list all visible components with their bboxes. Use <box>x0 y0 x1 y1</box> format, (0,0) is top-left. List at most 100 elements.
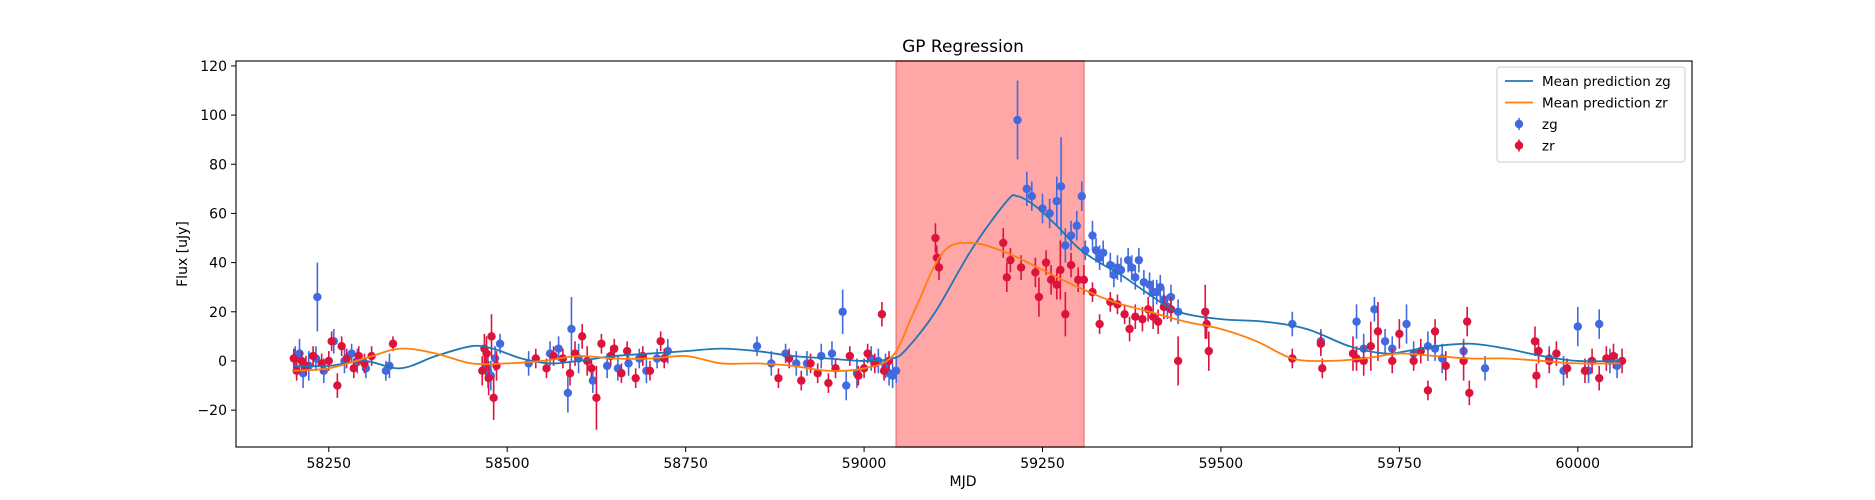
data-point-zr <box>597 333 606 354</box>
data-point-zr <box>1046 265 1056 295</box>
marker-zg <box>495 339 505 348</box>
legend-item-zr: zr <box>1514 139 1555 155</box>
marker-zr <box>489 393 498 403</box>
legend-box <box>1496 66 1686 163</box>
marker-zr <box>1562 364 1572 373</box>
marker-zr <box>854 371 863 380</box>
data-point-zg <box>1052 176 1061 226</box>
legend-marker-swatch <box>1514 119 1524 129</box>
data-point-zg <box>567 297 576 361</box>
marker-zg <box>1123 255 1133 265</box>
marker-zr <box>1173 356 1183 366</box>
data-point-zr <box>797 370 806 391</box>
marker-zg <box>1156 282 1165 292</box>
marker-zr <box>1462 317 1472 326</box>
data-point-zr <box>1056 240 1065 300</box>
data-point-zr <box>1138 306 1147 332</box>
x-tick-label: 58750 <box>663 456 708 472</box>
marker-zg <box>1573 322 1583 331</box>
marker-zr <box>797 376 806 385</box>
y-tick-label: 120 <box>200 59 227 75</box>
marker-zg <box>1352 317 1361 326</box>
marker-zg <box>827 349 837 358</box>
data-point-zg <box>563 373 573 413</box>
data-point-zg <box>1088 220 1097 251</box>
y-axis-title: Flux [uJy] <box>175 221 191 287</box>
marker-zr <box>587 364 596 373</box>
data-point-zg <box>1352 304 1361 339</box>
marker-zr <box>1131 312 1140 321</box>
data-point-zr <box>1595 365 1604 391</box>
x-tick-label: 59750 <box>1377 456 1422 472</box>
y-tick-label: −20 <box>197 403 227 419</box>
marker-zr <box>1609 351 1618 361</box>
marker-zr <box>931 233 940 243</box>
data-point-zr <box>1204 331 1214 371</box>
marker-zr <box>1580 366 1590 375</box>
marker-zg <box>1091 246 1101 255</box>
data-point-zg <box>1595 309 1604 339</box>
marker-zr <box>1373 327 1383 336</box>
marker-zr <box>487 332 496 341</box>
marker-zr <box>813 369 822 378</box>
data-point-zg <box>842 370 851 401</box>
marker-zr <box>308 351 318 361</box>
marker-zr <box>1201 307 1210 316</box>
marker-zr <box>1138 314 1147 324</box>
marker-zr <box>1041 258 1051 267</box>
data-point-zr <box>308 346 318 366</box>
data-point-zg <box>1027 181 1037 211</box>
marker-zr <box>1395 329 1404 339</box>
data-point-zr <box>1423 380 1433 401</box>
marker-zg <box>1072 221 1081 230</box>
marker-zr <box>877 310 887 319</box>
marker-zg <box>313 292 322 302</box>
marker-zr <box>1530 337 1540 346</box>
data-point-zr <box>577 324 587 349</box>
marker-zr <box>1006 255 1015 265</box>
marker-zg <box>1595 319 1604 329</box>
marker-zr <box>337 341 346 351</box>
data-point-zg <box>827 341 837 366</box>
legend-label: Mean prediction zg <box>1542 74 1671 90</box>
data-point-zr <box>622 341 632 361</box>
marker-zg <box>1027 192 1037 201</box>
y-tick-label: 0 <box>218 354 227 370</box>
data-point-zg <box>891 358 901 384</box>
data-point-zr <box>877 301 887 327</box>
marker-zr <box>1061 310 1070 319</box>
data-point-zr <box>1462 306 1472 337</box>
data-point-zr <box>484 360 493 396</box>
data-point-zr <box>1465 380 1474 406</box>
data-point-zr <box>1532 363 1541 388</box>
marker-zg <box>567 324 576 334</box>
marker-zr <box>592 393 601 403</box>
data-point-zr <box>813 363 822 384</box>
marker-zr <box>1441 361 1450 371</box>
marker-zr <box>656 337 665 346</box>
data-point-zr <box>478 356 487 386</box>
marker-zg <box>1061 241 1070 250</box>
data-point-zg <box>1573 306 1583 347</box>
marker-zg <box>1370 305 1379 314</box>
marker-zr <box>1052 280 1061 289</box>
marker-zr <box>1366 341 1376 351</box>
marker-zg <box>1166 292 1176 302</box>
marker-zr <box>1016 263 1026 272</box>
marker-zr <box>484 373 493 383</box>
legend-label: zg <box>1542 117 1558 133</box>
marker-zr <box>610 344 619 353</box>
marker-zr <box>327 337 336 346</box>
data-point-zr <box>645 360 655 381</box>
x-tick-label: 59500 <box>1199 456 1244 472</box>
data-point-zg <box>313 262 322 332</box>
marker-zr <box>1095 319 1104 329</box>
marker-zg <box>1402 319 1411 329</box>
marker-zr <box>549 351 558 361</box>
marker-zr <box>660 354 669 363</box>
marker-zr <box>349 364 358 373</box>
legend-item-mean-prediction-zr: Mean prediction zr <box>1505 96 1668 112</box>
marker-zr <box>1430 327 1440 336</box>
marker-zr <box>542 364 551 373</box>
marker-zr <box>1552 349 1561 358</box>
